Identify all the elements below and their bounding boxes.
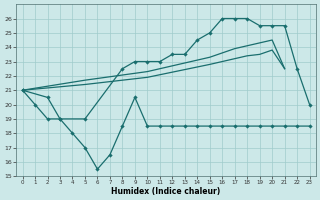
X-axis label: Humidex (Indice chaleur): Humidex (Indice chaleur): [111, 187, 221, 196]
